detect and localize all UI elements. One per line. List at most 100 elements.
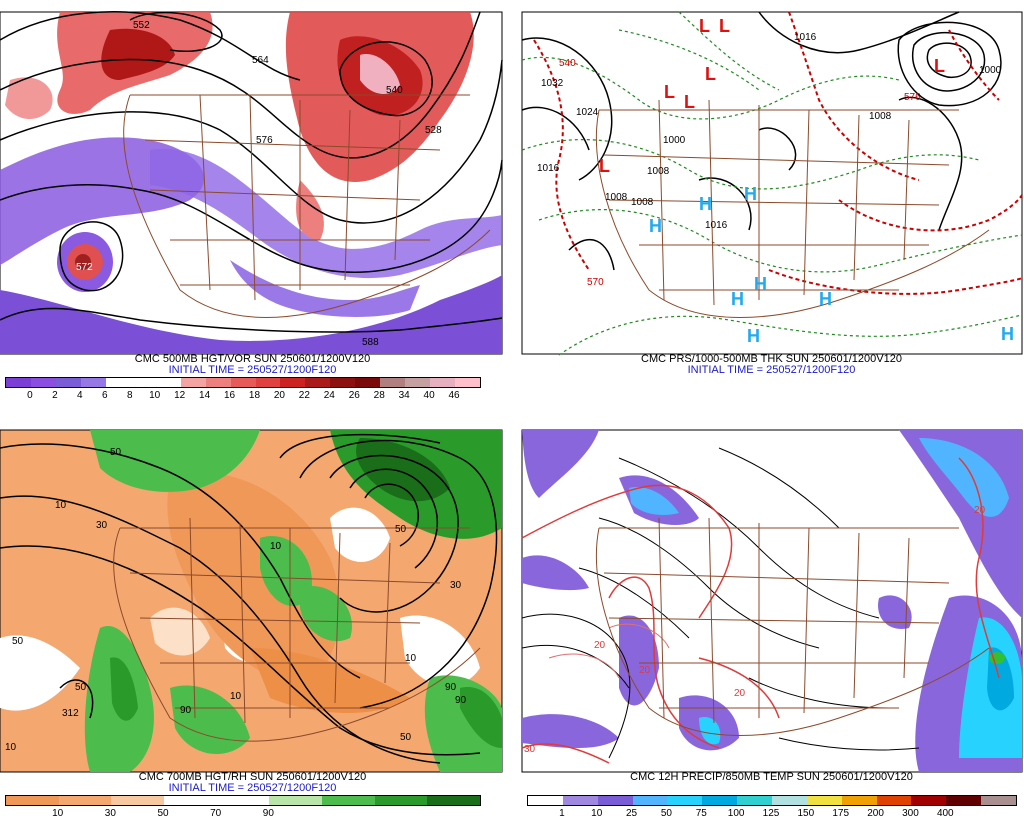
low-pressure-marker: L	[934, 56, 945, 76]
contour-label: 50	[400, 732, 412, 743]
low-pressure-marker: L	[705, 64, 716, 84]
contour-label: 50	[395, 524, 407, 535]
contour-label: 90	[455, 695, 467, 706]
contour-label: 30	[450, 580, 462, 591]
contour-label: 1032	[541, 78, 564, 89]
vort500-colorbar-ticks: 0 2 4 6 8 10 12 14 16 18 20 22 24 26 28 34 40 46	[5, 390, 479, 402]
colorbar-swatch	[205, 378, 231, 387]
contour-label: 564	[252, 55, 269, 66]
colorbar-tick-label: 10	[591, 808, 603, 819]
colorbar-swatch	[841, 796, 877, 805]
contour-label: 528	[425, 125, 442, 136]
colorbar-swatch	[911, 796, 947, 805]
contour-label: 1000	[663, 135, 686, 146]
colorbar-tick-label: 200	[867, 808, 884, 819]
contour-label: 1008	[869, 111, 892, 122]
vort500-caption: CMC 500MB HGT/VOR SUN 250601/1200V120	[134, 353, 371, 365]
colorbar-swatch	[806, 796, 842, 805]
contour-label: 90	[180, 705, 192, 716]
colorbar-swatch	[269, 796, 323, 805]
high-pressure-marker: H	[819, 289, 832, 309]
colorbar-swatch	[405, 378, 431, 387]
contour-label: 588	[362, 337, 379, 348]
colorbar-tick-label: 0	[27, 390, 33, 401]
colorbar-tick-label: 30	[104, 808, 116, 819]
colorbar-swatch	[130, 378, 156, 387]
rh700-panel: 50 10 30 50 10 90 50 10 312 10 50 90 50 …	[0, 418, 505, 819]
rh700-init-time: INITIAL TIME = 250527/1200F120	[168, 782, 337, 794]
vort500-panel: 552 564 576 540 528 588 572 CMC 500MB HG…	[0, 0, 505, 402]
colorbar-swatch	[702, 796, 738, 805]
colorbar-swatch	[528, 796, 563, 805]
colorbar-swatch	[55, 378, 81, 387]
colorbar-tick-label: 46	[448, 390, 460, 401]
pmsl-panel: 1032 1024 1016 1008 1008 1008 1016 1016 …	[519, 0, 1024, 400]
colorbar-swatch	[280, 378, 306, 387]
contour-label: 20	[639, 665, 651, 676]
colorbar-swatch	[427, 796, 481, 805]
colorbar-tick-label: 50	[157, 808, 169, 819]
high-pressure-marker: H	[744, 184, 757, 204]
colorbar-swatch	[164, 796, 217, 805]
contour-label: 576	[256, 135, 273, 146]
high-pressure-marker: H	[731, 289, 744, 309]
low-pressure-marker: L	[684, 92, 695, 112]
colorbar-swatch	[255, 378, 281, 387]
contour-label: 540	[559, 58, 576, 69]
colorbar-swatch	[355, 378, 381, 387]
contour-label: 10	[230, 691, 242, 702]
colorbar-swatch	[737, 796, 773, 805]
contour-label: 572	[76, 262, 93, 273]
colorbar-swatch	[667, 796, 703, 805]
pmsl-init-time: INITIAL TIME = 250527/1200F120	[687, 364, 856, 376]
vort500-colorbar	[5, 377, 481, 388]
colorbar-tick-label: 24	[323, 390, 335, 401]
contour-label: 1024	[576, 107, 599, 118]
contour-label: 50	[12, 636, 24, 647]
vort500-init-time: INITIAL TIME = 250527/1200F120	[168, 364, 337, 376]
high-pressure-marker: H	[649, 216, 662, 236]
low-pressure-marker: L	[599, 156, 610, 176]
contour-label: 576	[904, 92, 921, 103]
colorbar-swatch	[374, 796, 428, 805]
colorbar-tick-label: 8	[126, 390, 133, 401]
colorbar-swatch	[180, 378, 206, 387]
contour-label: 570	[587, 277, 604, 288]
colorbar-swatch	[380, 378, 406, 387]
precip-caption: CMC 12H PRECIP/850MB TEMP SUN 250601/120…	[630, 771, 913, 783]
colorbar-tick-label: 90	[262, 808, 274, 819]
rh700-colorbar-ticks: 10 30 50 70 90	[5, 808, 479, 820]
colorbar-tick-label: 70	[210, 808, 222, 819]
colorbar-tick-label: 4	[77, 390, 83, 401]
colorbar-swatch	[230, 378, 256, 387]
contour-label: 540	[386, 85, 403, 96]
colorbar-tick-label: 125	[762, 808, 780, 819]
contour-label: 90	[445, 682, 457, 693]
contour-label: 20	[734, 688, 746, 699]
high-pressure-marker: H	[699, 194, 712, 214]
colorbar-swatch	[105, 378, 131, 387]
colorbar-swatch	[80, 378, 106, 387]
colorbar-swatch	[455, 378, 481, 387]
low-pressure-marker: L	[719, 16, 730, 36]
colorbar-swatch	[772, 796, 807, 805]
contour-label: 20	[974, 505, 986, 516]
colorbar-tick-label: 6	[102, 390, 108, 401]
colorbar-swatch	[597, 796, 633, 805]
contour-label: 1016	[705, 220, 728, 231]
colorbar-tick-label: 40	[423, 390, 435, 401]
contour-label: 312	[62, 708, 79, 719]
contour-label: 10	[405, 653, 417, 664]
precip-map: 20 20 20 30 20	[521, 429, 1023, 773]
pmsl-caption: CMC PRS/1000-500MB THK SUN 250601/1200V1…	[641, 353, 902, 365]
contour-label: 1016	[537, 163, 560, 174]
colorbar-tick-label: 25	[626, 808, 638, 819]
colorbar-tick-label: 20	[273, 390, 285, 401]
contour-label: 1008	[631, 197, 654, 208]
contour-label: 50	[75, 682, 87, 693]
colorbar-tick-label: 14	[199, 390, 211, 401]
colorbar-tick-label: 75	[695, 808, 707, 819]
colorbar-swatch	[322, 796, 375, 805]
contour-label: 1016	[794, 32, 817, 43]
colorbar-swatch	[155, 378, 181, 387]
